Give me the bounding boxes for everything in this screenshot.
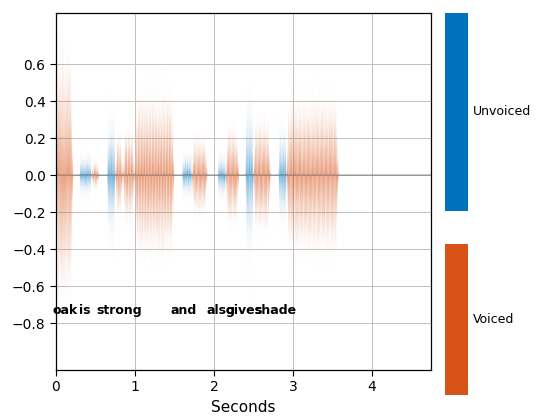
Text: Voiced: Voiced: [473, 313, 515, 326]
Text: also: also: [206, 304, 235, 317]
X-axis label: Seconds: Seconds: [211, 399, 276, 415]
Text: oak: oak: [53, 304, 78, 317]
Text: strong: strong: [96, 304, 142, 317]
Text: and: and: [171, 304, 197, 317]
Text: is: is: [80, 304, 91, 317]
Text: shade: shade: [255, 304, 297, 317]
Text: gives: gives: [226, 304, 263, 317]
Text: Unvoiced: Unvoiced: [473, 105, 531, 118]
